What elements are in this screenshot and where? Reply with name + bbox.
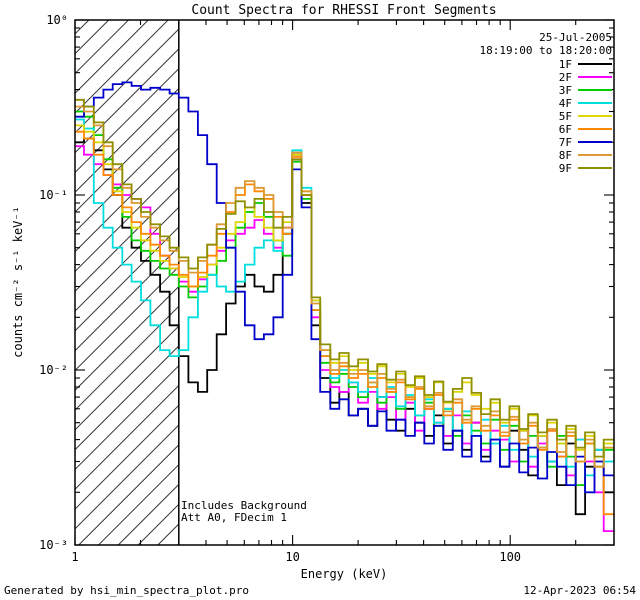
legend-label-3F: 3F (559, 84, 572, 97)
y-tick-label: 10⁻¹ (39, 188, 68, 202)
hatch-region (75, 20, 179, 545)
legend-label-7F: 7F (559, 136, 572, 149)
y-axis-title: counts cm⁻² s⁻¹ keV⁻¹ (11, 206, 25, 358)
plot-frame (74, 19, 615, 546)
legend-label-5F: 5F (559, 110, 572, 123)
series-path-7F (75, 81, 614, 494)
x-axis-title: Energy (keV) (301, 567, 388, 581)
legend-item-8F: 8F (559, 149, 612, 162)
legend-label-2F: 2F (559, 71, 572, 84)
legend-item-4F: 4F (559, 97, 612, 110)
legend-item-7F: 7F (559, 136, 612, 149)
legend-label-4F: 4F (559, 97, 572, 110)
note-attenuator-state: Att A0, FDecim 1 (181, 511, 287, 524)
legend-item-1F: 1F (559, 58, 612, 71)
spectra-series-layer (75, 81, 614, 532)
footer-timestamp: 12-Apr-2023 06:54 (523, 584, 636, 597)
note-includes-background: Includes Background (181, 499, 307, 512)
series-path-5F (75, 124, 614, 463)
legend-item-9F: 9F (559, 162, 612, 175)
excluded-energy-hatch-layer (75, 20, 180, 545)
legend-label-6F: 6F (559, 123, 572, 136)
obs-time-range: 18:19:00 to 18:20:00 (480, 44, 612, 57)
obs-date: 25-Jul-2005 (539, 31, 612, 44)
x-tick-label: 100 (499, 550, 521, 564)
legend-item-3F: 3F (559, 84, 612, 97)
series-path-8F (75, 105, 614, 468)
x-tick-label: 1 (71, 550, 78, 564)
axis-tick-label-layer: 1 10 100 10⁻³ 10⁻² 10⁻¹ 10⁰ (39, 13, 521, 564)
series-path-3F (75, 110, 614, 486)
legend-label-9F: 9F (559, 162, 572, 175)
legend-item-2F: 2F (559, 71, 612, 84)
y-tick-label: 10⁻² (39, 363, 68, 377)
legend-label-8F: 8F (559, 149, 572, 162)
y-tick-label: 10⁰ (46, 13, 68, 27)
series-path-6F (75, 130, 614, 516)
legend-item-6F: 6F (559, 123, 612, 136)
series-path-9F (75, 98, 614, 458)
legend-item-5F: 5F (559, 110, 612, 123)
legend-label-1F: 1F (559, 58, 572, 71)
x-tick-label: 10 (285, 550, 299, 564)
y-tick-label: 10⁻³ (39, 538, 68, 552)
chart-title: Count Spectra for RHESSI Front Segments (191, 3, 496, 18)
footer-program-name: Generated by hsi_min_spectra_plot.pro (4, 584, 249, 597)
